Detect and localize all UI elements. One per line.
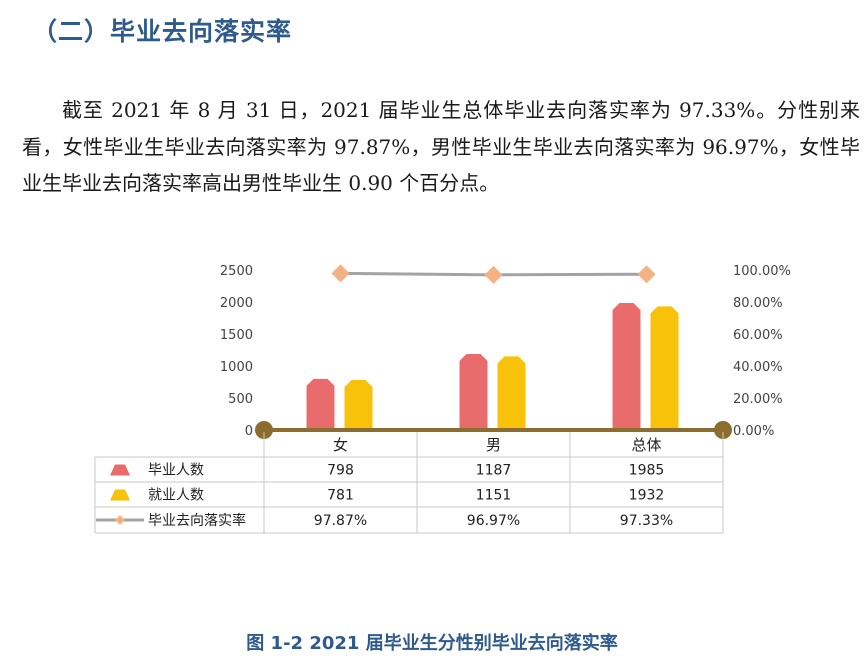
category-label: 男 — [486, 436, 501, 454]
section-heading: （二）毕业去向落实率 — [32, 17, 293, 46]
bar-graduates — [306, 378, 335, 430]
table-value: 1932 — [629, 488, 665, 504]
legend-key-rate-marker — [115, 515, 125, 525]
left-axis-tick-label: 0 — [245, 424, 253, 439]
rate-marker — [484, 265, 503, 284]
bar-graduates — [459, 354, 488, 430]
table-value: 1151 — [476, 488, 512, 504]
table-value: 1187 — [476, 463, 512, 479]
left-axis-tick-label: 2000 — [220, 296, 253, 311]
summary-text: 截至 2021 年 8 月 31 日，2021 届毕业生总体毕业去向落实率为 9… — [22, 98, 860, 195]
right-axis-tick-label: 0.00% — [733, 424, 774, 439]
table-value: 781 — [327, 488, 354, 504]
table-value: 97.87% — [314, 513, 367, 529]
legend-key-employed — [110, 489, 130, 501]
table-value: 97.33% — [620, 513, 673, 529]
figure-caption: 图 1-2 2021 届毕业生分性别毕业去向落实率 — [246, 633, 618, 654]
left-axis-tick-label: 1000 — [220, 360, 253, 375]
bar-employed — [650, 306, 679, 430]
left-axis-tick-label: 2500 — [220, 264, 253, 279]
right-axis-tick-label: 20.00% — [733, 392, 783, 407]
legend-key-graduates — [110, 464, 130, 476]
rate-marker — [637, 265, 656, 284]
right-axis-tick-label: 60.00% — [733, 328, 783, 343]
legend-label: 毕业人数 — [148, 463, 204, 479]
bar-graduates — [612, 302, 641, 430]
right-axis-tick-label: 40.00% — [733, 360, 783, 375]
right-axis-tick-label: 100.00% — [733, 264, 791, 279]
table-value: 1985 — [629, 463, 665, 479]
table-value: 96.97% — [467, 513, 520, 529]
left-axis-tick-label: 1500 — [220, 328, 253, 343]
legend-label: 就业人数 — [148, 488, 204, 504]
axis-cap-left — [255, 421, 273, 439]
rate-marker — [331, 264, 350, 283]
left-axis-tick-label: 500 — [228, 392, 253, 407]
right-axis-tick-label: 80.00% — [733, 296, 783, 311]
table-value: 798 — [327, 463, 354, 479]
bar-employed — [344, 380, 373, 430]
legend-label: 毕业去向落实率 — [148, 512, 246, 529]
summary-paragraph: 截至 2021 年 8 月 31 日，2021 届毕业生总体毕业去向落实率为 9… — [22, 92, 860, 202]
bar-employed — [497, 356, 526, 430]
axis-cap-right — [714, 421, 732, 439]
category-label: 总体 — [631, 436, 661, 454]
category-label: 女 — [333, 436, 348, 454]
